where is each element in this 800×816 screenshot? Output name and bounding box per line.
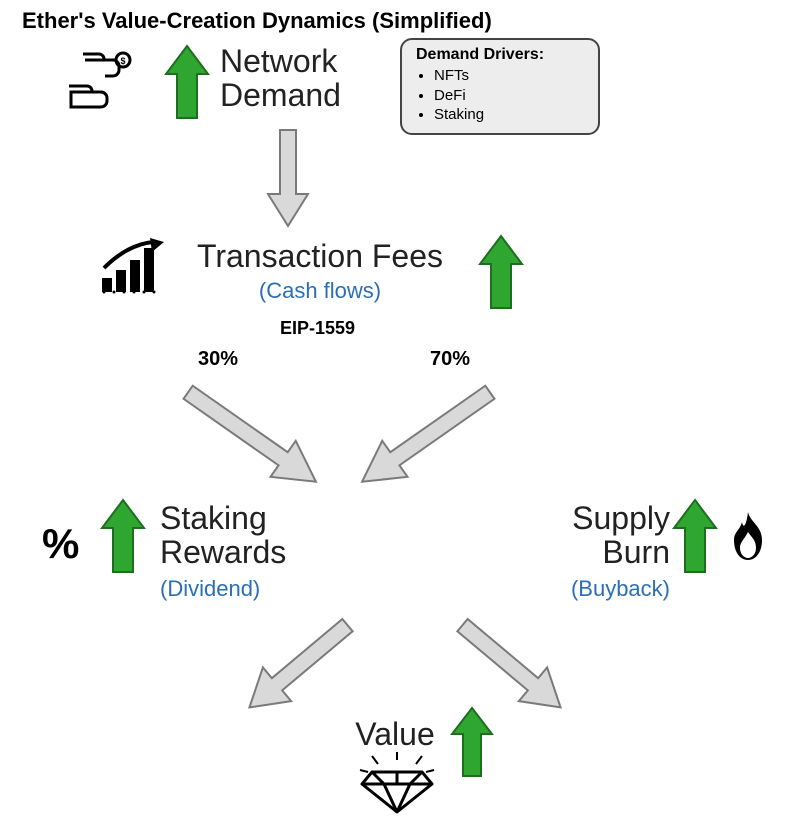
percent-icon: % [42,520,79,568]
eip-1559-label: EIP-1559 [280,318,355,339]
network-demand-line1: Network [220,43,337,79]
staking-rewards-line1: Staking [160,500,267,536]
staking-rewards-line2: Rewards [160,534,286,570]
demand-drivers-title: Demand Drivers: [416,46,584,64]
network-demand-line2: Demand [220,77,341,113]
flow-arrow-diag-left-icon [420,590,600,740]
diamond-icon [352,752,442,814]
demand-drivers-box: Demand Drivers: NFTs DeFi Staking [400,38,600,135]
green-up-arrow-icon [100,498,146,574]
hands-icon: $ [65,46,153,116]
demand-drivers-list: NFTs DeFi Staking [434,66,584,125]
flame-icon [728,510,768,562]
drivers-item-staking: Staking [434,105,584,125]
green-up-arrow-icon [478,234,524,310]
supply-burn-line1: Supply [572,500,670,536]
value-label: Value [345,718,445,752]
green-up-arrow-icon [164,44,210,120]
transaction-fees-sublabel: (Cash flows) [175,278,465,304]
supply-burn-label: Supply Burn [530,502,670,569]
bar-chart-icon [100,238,166,294]
staking-rewards-label: Staking Rewards [160,502,320,569]
svg-text:$: $ [120,56,125,66]
flow-arrow-diag-left-icon [162,352,342,522]
flow-arrow-down-icon [266,128,310,228]
flow-arrow-diag-right-icon [336,352,516,522]
supply-burn-line2: Burn [602,534,670,570]
drivers-item-nfts: NFTs [434,66,584,86]
network-demand-label: Network Demand [220,45,390,112]
green-up-arrow-icon [672,498,718,574]
drivers-item-defi: DeFi [434,86,584,106]
green-up-arrow-icon [450,706,494,778]
page-title: Ether's Value-Creation Dynamics (Simplif… [22,8,492,34]
transaction-fees-label: Transaction Fees [175,240,465,274]
